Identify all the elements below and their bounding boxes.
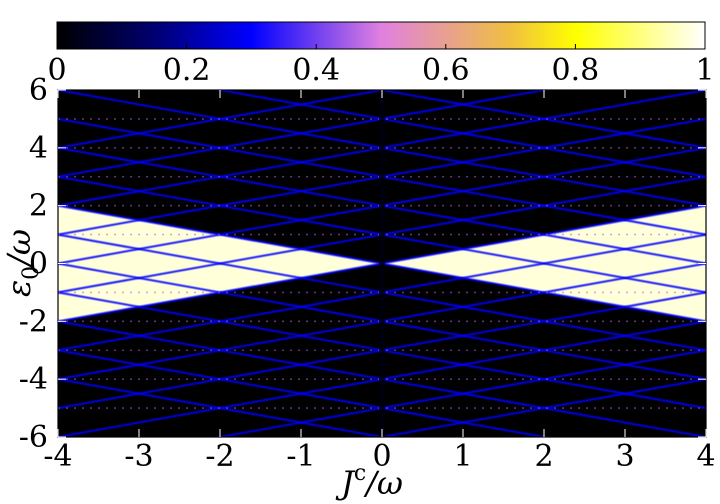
diagonal-resonance-line [58,378,388,437]
x-axis-label: Jc/ω [335,461,403,502]
y-tick-label: -6 [19,420,48,455]
colorbar: 0 0.2 0.4 0.6 0.8 1 [47,21,715,88]
x-tick-label: -1 [286,439,315,474]
y-axis-label: ε0/ω [0,229,44,297]
diagonal-resonance-line [58,90,388,149]
colorbar-tick-label: 0.4 [292,53,340,88]
x-tick-label: 4 [696,439,715,474]
y-tick-label: 6 [29,73,48,108]
y-axis-ticks: -6 -4 -2 0 2 4 6 [19,73,706,455]
x-tick-label: -4 [43,439,72,474]
colorbar-tick-label: 0.2 [163,53,211,88]
x-tick-label: -2 [205,439,234,474]
y-tick-label: -2 [19,304,48,339]
colorbar-tick-label: 0 [47,53,66,88]
x-tick-label: 3 [615,439,634,474]
heatmap-marks [58,90,706,437]
diagonal-resonance-line [376,90,706,149]
y-tick-label: 2 [29,189,48,224]
y-tick-label: -4 [19,362,48,397]
colorbar-ticks: 0 0.2 0.4 0.6 0.8 1 [47,44,715,88]
x-tick-label: 0 [372,439,391,474]
dark-vertical-band [379,90,385,437]
diagonal-resonance-line [376,378,706,437]
x-tick-label: 1 [453,439,472,474]
colorbar-tick-label: 1 [695,53,714,88]
y-tick-label: 4 [29,131,48,166]
colorbar-scale [56,21,706,50]
colorbar-tick-label: 0.6 [422,53,470,88]
colorbar-tick-label: 0.8 [552,53,600,88]
x-tick-label: 2 [534,439,553,474]
y-tick-label: 0 [29,247,48,282]
x-axis-ticks: -4 -3 -2 -1 0 1 2 3 4 [43,90,716,474]
x-tick-label: -3 [124,439,153,474]
